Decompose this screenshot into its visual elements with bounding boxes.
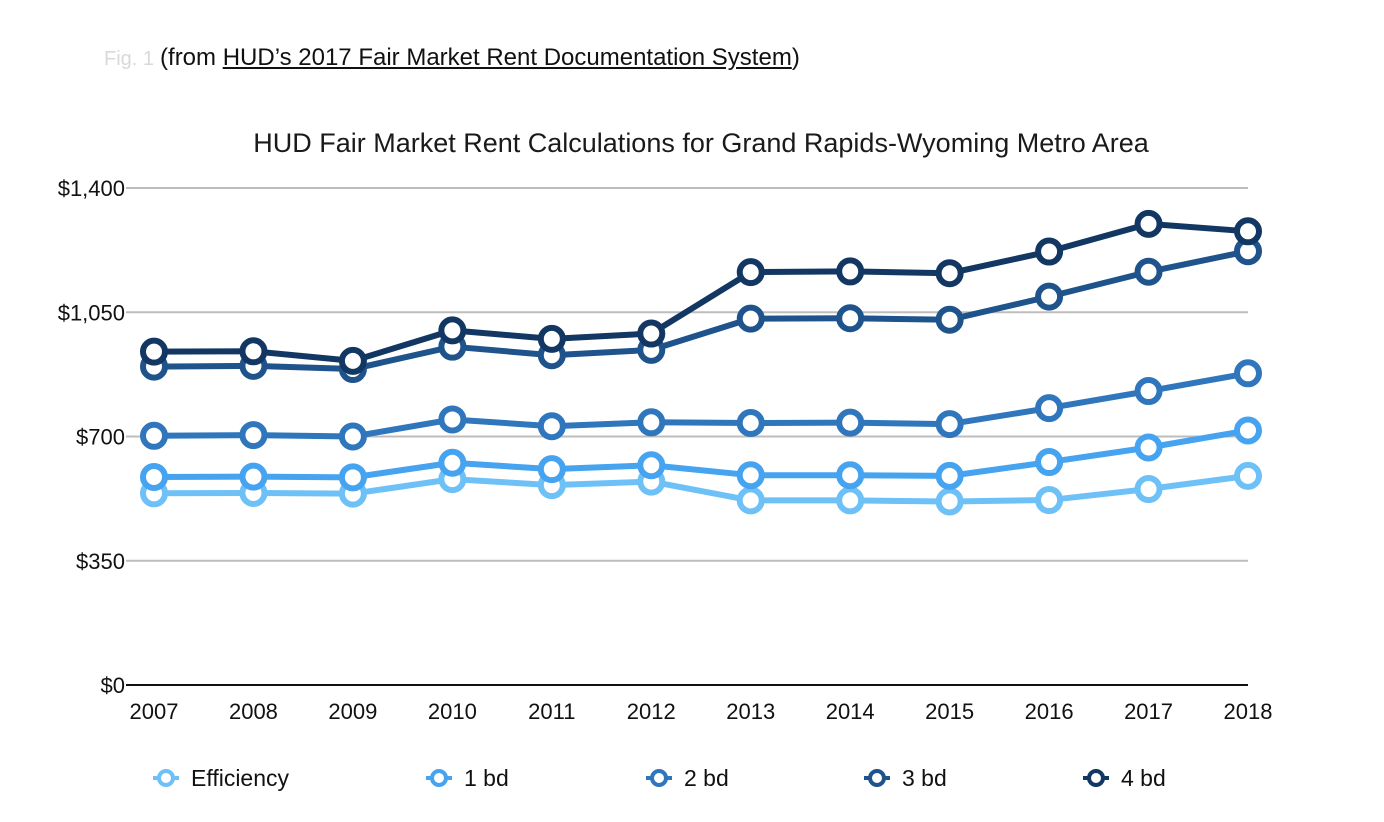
data-point <box>239 337 268 366</box>
x-tick-label: 2014 <box>826 699 875 724</box>
x-tick-label: 2012 <box>627 699 676 724</box>
legend-label: 4 bd <box>1121 765 1166 791</box>
series-1-bd <box>140 416 1262 492</box>
data-point <box>239 421 268 450</box>
x-axis: 2007 2008 2009 2010 2011 2012 2013 2014 2015 2016… <box>130 699 1273 724</box>
x-tick-label: 2018 <box>1224 699 1273 724</box>
data-point <box>438 405 467 434</box>
data-point <box>438 316 467 345</box>
data-point <box>1234 416 1262 445</box>
data-point <box>935 461 964 490</box>
data-point <box>736 461 765 490</box>
source-caption: Fig. 1 (from HUD’s 2017 Fair Market Rent … <box>104 44 800 72</box>
series-line <box>151 248 1251 373</box>
legend-label: 1 bd <box>464 765 509 791</box>
data-point <box>1035 237 1064 266</box>
data-point <box>1134 257 1163 286</box>
x-tick-label: 2010 <box>428 699 477 724</box>
data-point <box>736 304 765 333</box>
data-point <box>736 486 765 515</box>
data-point <box>1134 377 1163 406</box>
y-tick-label: $1,400 <box>58 176 125 201</box>
data-point <box>239 462 268 491</box>
data-point <box>338 463 367 492</box>
data-point <box>1035 448 1064 477</box>
y-tick-label: $350 <box>76 549 125 574</box>
figure-label: Fig. 1 <box>104 48 155 70</box>
data-point <box>537 412 566 441</box>
legend-item: 4 bd <box>1083 765 1166 791</box>
data-point <box>836 257 865 286</box>
x-tick-label: 2008 <box>229 699 278 724</box>
series-layer <box>140 209 1262 516</box>
series-4-bd <box>140 209 1262 375</box>
legend: Efficiency 1 bd 2 bd 3 bd 4 bd <box>153 765 1166 791</box>
legend-item: Efficiency <box>153 765 290 791</box>
caption-suffix: ) <box>791 44 800 71</box>
data-point <box>836 408 865 437</box>
series-line <box>151 472 1251 505</box>
data-point <box>836 461 865 490</box>
series-line <box>151 370 1251 440</box>
x-tick-label: 2015 <box>925 699 974 724</box>
legend-item: 1 bd <box>426 765 509 791</box>
data-point <box>736 258 765 287</box>
data-point <box>140 421 168 450</box>
data-point <box>935 259 964 288</box>
chart-title: HUD Fair Market Rent Calculations for Gr… <box>253 128 1150 158</box>
x-tick-label: 2016 <box>1025 699 1074 724</box>
data-point <box>736 409 765 438</box>
legend-marker <box>868 769 886 787</box>
data-point <box>637 319 666 348</box>
legend-marker <box>430 769 448 787</box>
legend-marker <box>1087 769 1105 787</box>
y-tick-label: $0 <box>101 673 125 698</box>
x-tick-label: 2009 <box>328 699 377 724</box>
data-point <box>1234 217 1262 246</box>
data-point <box>140 462 168 491</box>
legend-marker <box>650 769 668 787</box>
data-point <box>537 324 566 353</box>
series-efficiency <box>140 461 1262 516</box>
data-point <box>935 410 964 439</box>
y-tick-label: $1,050 <box>58 300 125 325</box>
data-point <box>836 304 865 333</box>
data-point <box>1134 433 1163 462</box>
data-point <box>935 305 964 334</box>
y-axis: $0 $350 $700 $1,050 $1,400 <box>58 176 125 698</box>
data-point <box>1234 359 1262 388</box>
source-link[interactable]: HUD’s 2017 Fair Market Rent Documentatio… <box>222 44 792 71</box>
legend-label: Efficiency <box>191 765 290 791</box>
legend-item: 2 bd <box>646 765 729 791</box>
data-point <box>637 451 666 480</box>
legend-label: 3 bd <box>902 765 947 791</box>
caption-prefix: (from <box>160 44 223 71</box>
legend-marker <box>157 769 175 787</box>
data-point <box>438 448 467 477</box>
y-tick-label: $700 <box>76 425 125 450</box>
legend-item: 3 bd <box>864 765 947 791</box>
data-point <box>1035 394 1064 423</box>
series-line <box>151 220 1251 364</box>
x-tick-label: 2007 <box>130 699 179 724</box>
series-2-bd <box>140 359 1262 451</box>
data-point <box>1134 475 1163 504</box>
data-point <box>935 487 964 516</box>
data-point <box>140 337 168 366</box>
series-line <box>151 427 1251 481</box>
data-point <box>1035 282 1064 311</box>
data-point <box>537 455 566 484</box>
data-point <box>1035 486 1064 515</box>
data-point <box>637 408 666 437</box>
data-point <box>1234 461 1262 490</box>
data-point <box>1134 209 1163 238</box>
x-tick-label: 2017 <box>1124 699 1173 724</box>
x-tick-label: 2011 <box>528 699 575 724</box>
data-point <box>338 422 367 451</box>
legend-label: 2 bd <box>684 765 729 791</box>
x-tick-label: 2013 <box>726 699 775 724</box>
data-point <box>836 486 865 515</box>
data-point <box>338 346 367 375</box>
